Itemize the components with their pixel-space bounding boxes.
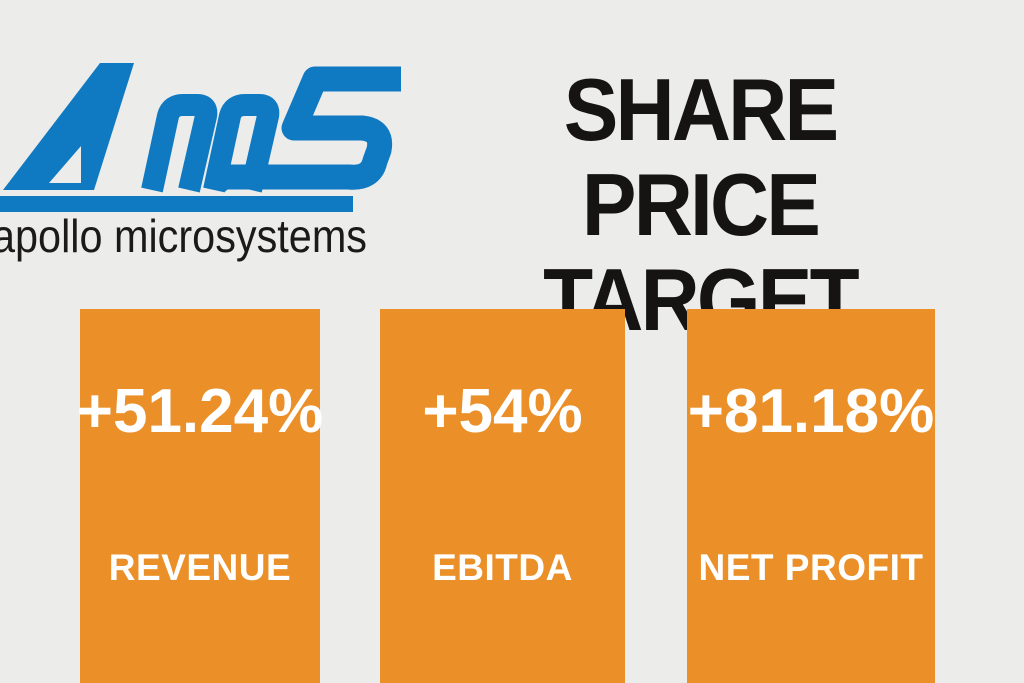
stat-card-revenue: +51.24% REVENUE	[77, 309, 323, 683]
stat-card-ebitda: +54% EBITDA	[380, 309, 625, 683]
brand-tagline: apollo microsystems	[0, 210, 368, 262]
ams-logo-icon	[0, 63, 401, 212]
stat-value: +54%	[422, 377, 583, 446]
page-title: SHARE PRICE TARGET	[440, 62, 961, 347]
page-title-line1: SHARE PRICE	[563, 60, 839, 254]
stat-label: NET PROFIT	[698, 547, 924, 588]
stat-value: +81.18%	[687, 377, 935, 446]
stat-value: +51.24%	[76, 377, 324, 446]
stat-card-net-profit: +81.18% NET PROFIT	[687, 309, 935, 683]
stat-label: REVENUE	[108, 547, 292, 588]
stat-label: EBITDA	[432, 547, 573, 588]
